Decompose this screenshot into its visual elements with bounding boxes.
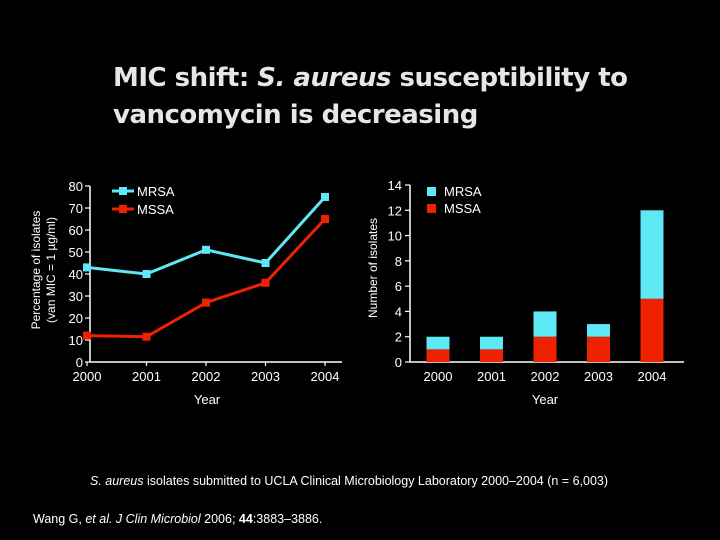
line-chart-y-tick-label: 60 <box>69 223 83 238</box>
bar-mssa <box>587 336 610 362</box>
line-chart-x-tick-label: 2001 <box>132 369 161 384</box>
line-chart-y-tick-label: 40 <box>69 267 83 282</box>
line-chart-y-tick-label: 70 <box>69 201 83 216</box>
bar-chart-y-tick-label: 2 <box>395 330 402 345</box>
bar-mrsa <box>480 336 503 350</box>
bar-legend-label: MRSA <box>444 184 482 199</box>
line-legend-label: MRSA <box>137 184 175 199</box>
bar-chart-x-tick-label: 2001 <box>477 369 506 384</box>
line-chart-x-tick-label: 2004 <box>311 369 340 384</box>
bar-chart-y-tick-label: 6 <box>395 279 402 294</box>
line-point-mssa <box>83 331 91 340</box>
line-chart-y-tick-label: 80 <box>69 179 83 194</box>
line-point-mrsa <box>261 259 270 267</box>
line-point-mssa <box>321 215 329 223</box>
bar-chart-y-tick-label: 0 <box>395 355 402 370</box>
bar-legend-swatch <box>427 204 436 213</box>
line-point-mssa <box>202 298 210 307</box>
bar-chart-x-tick-label: 2000 <box>424 369 453 384</box>
line-chart-y-tick-label: 30 <box>69 289 83 304</box>
bar-mssa <box>426 349 450 362</box>
bar-legend-swatch <box>427 187 436 196</box>
bar-mssa <box>640 298 664 362</box>
line-legend-marker <box>119 205 127 213</box>
line-point-mrsa <box>83 263 91 272</box>
bar-mrsa <box>533 311 557 337</box>
line-chart-x-tick-label: 2000 <box>73 369 102 384</box>
bar-chart-x-axis-label: Year <box>532 392 559 407</box>
line-chart-y-tick-label: 50 <box>69 245 83 260</box>
slide-caption: S. aureus isolates submitted to UCLA Cli… <box>90 474 609 488</box>
bar-mssa <box>533 336 557 362</box>
line-point-mssa <box>142 332 151 341</box>
bar-chart-y-tick-label: 12 <box>388 203 402 218</box>
bar-mssa <box>480 349 503 362</box>
bar-mrsa <box>587 324 610 337</box>
bar-chart-y-tick-label: 10 <box>388 229 402 244</box>
slide-title: MIC shift: S. aureus susceptibility to v… <box>113 63 628 130</box>
bar-chart-x-tick-label: 2002 <box>531 369 560 384</box>
line-chart-y-axis-label: Percentage of isolates(van MIC = 1 µg/ml… <box>29 211 58 330</box>
bar-chart-y-tick-label: 8 <box>395 254 402 269</box>
line-chart-x-tick-label: 2003 <box>251 369 280 384</box>
line-chart-x-tick-label: 2002 <box>192 369 221 384</box>
bar-chart-x-tick-label: 2003 <box>584 369 613 384</box>
bar-chart-y-tick-label: 14 <box>388 178 402 193</box>
bar-chart-y-axis-label: Number of isolates <box>366 218 380 318</box>
line-point-mrsa <box>321 193 329 201</box>
bar-mrsa <box>426 336 450 350</box>
line-chart-y-tick-label: 10 <box>69 333 83 348</box>
line-point-mrsa <box>202 245 210 254</box>
bar-chart-y-tick-label: 4 <box>395 304 402 319</box>
line-legend-label: MSSA <box>137 202 174 217</box>
line-chart-y-tick-label: 0 <box>76 355 83 370</box>
citation: Wang G, et al. J Clin Microbiol 2006; 44… <box>33 512 323 526</box>
line-point-mrsa <box>142 270 151 278</box>
bar-chart-x-tick-label: 2004 <box>638 369 667 384</box>
bar-mrsa <box>640 210 664 299</box>
bar-legend-label: MSSA <box>444 201 481 216</box>
line-chart-y-tick-label: 20 <box>69 311 83 326</box>
line-chart-x-axis-label: Year <box>194 392 221 407</box>
line-point-mssa <box>261 278 270 287</box>
line-legend-marker <box>119 187 127 195</box>
